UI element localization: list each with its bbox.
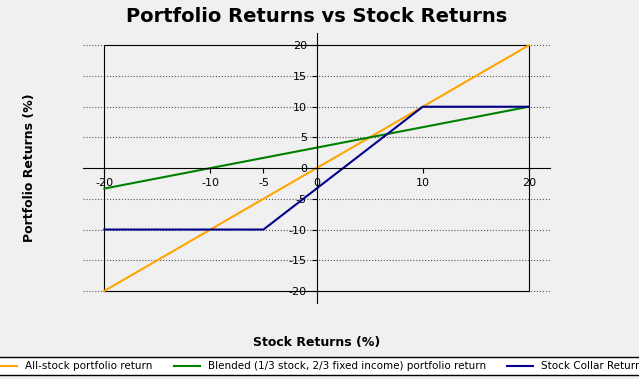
X-axis label: Stock Returns (%): Stock Returns (%) xyxy=(253,336,380,349)
Line: Stock Collar Return: Stock Collar Return xyxy=(104,107,529,230)
Stock Collar Return xyxy=(259,227,267,232)
Y-axis label: Portfolio Returns (%): Portfolio Returns (%) xyxy=(24,94,36,243)
Legend: All-stock portfolio return, Blended (1/3 stock, 2/3 fixed income) portfolio retu: All-stock portfolio return, Blended (1/3… xyxy=(0,357,639,375)
Stock Collar Return xyxy=(419,105,426,109)
Title: Portfolio Returns vs Stock Returns: Portfolio Returns vs Stock Returns xyxy=(126,7,507,26)
Stock Collar Return xyxy=(525,105,533,109)
Stock Collar Return xyxy=(100,227,108,232)
